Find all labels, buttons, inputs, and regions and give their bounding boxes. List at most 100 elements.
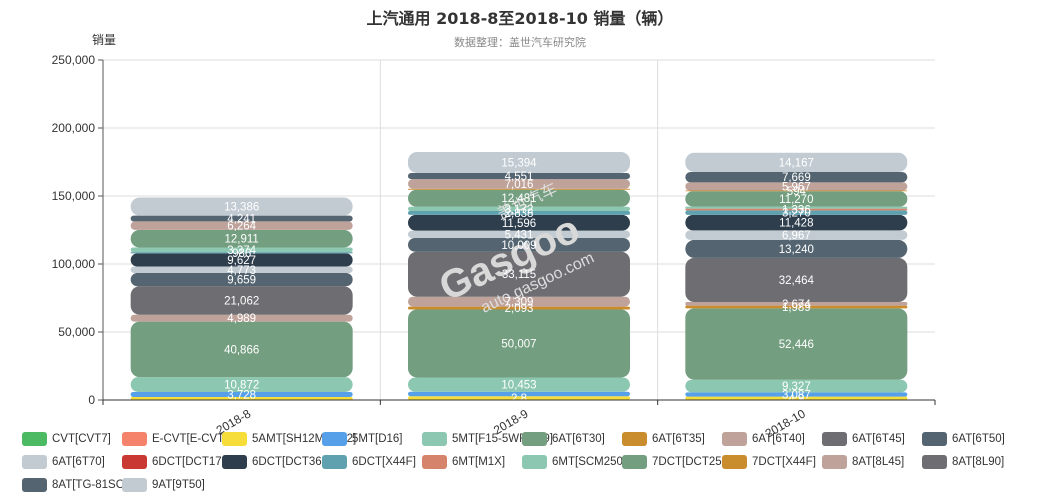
bar-segment[interactable] xyxy=(685,210,908,215)
bar-segment[interactable] xyxy=(408,396,630,400)
bar-segment[interactable] xyxy=(408,189,630,207)
bar-segment[interactable] xyxy=(685,206,908,209)
bar-segment[interactable] xyxy=(130,273,353,287)
bar-segment[interactable] xyxy=(685,379,908,393)
bar-segment[interactable] xyxy=(408,211,630,215)
legend-item[interactable]: E-CVT[E-CVT] xyxy=(122,429,227,449)
bar-segment[interactable] xyxy=(408,377,630,392)
bar-segment[interactable] xyxy=(685,239,908,258)
bar-segment[interactable] xyxy=(130,229,353,248)
data-label: 4,9 xyxy=(788,393,804,405)
legend-swatch xyxy=(722,432,747,446)
bar-segment[interactable] xyxy=(408,172,630,180)
bar-segment[interactable] xyxy=(685,152,908,172)
legend-item[interactable]: 6AT[6T70] xyxy=(22,452,105,472)
bar-segment[interactable] xyxy=(130,286,353,315)
bar-segment[interactable] xyxy=(685,191,908,207)
legend-item[interactable]: 5MT[D16] xyxy=(322,429,403,449)
bar-segment[interactable] xyxy=(408,306,630,310)
legend-label: 7DCT[X44F] xyxy=(752,456,816,468)
legend-item[interactable]: 6AT[6T30] xyxy=(522,429,605,449)
data-label: 7,309 xyxy=(505,297,534,309)
bar-segment[interactable] xyxy=(685,171,908,183)
legend-item[interactable]: 6MT[M1X] xyxy=(422,452,505,472)
legend-label: 5MT[D16] xyxy=(352,433,403,445)
y-tick-label: 0 xyxy=(88,393,95,407)
bar-segment[interactable] xyxy=(685,305,908,309)
bar-segment[interactable] xyxy=(685,308,908,380)
data-label: 6,264 xyxy=(227,221,256,233)
legend-item[interactable]: 6DCT[X44F] xyxy=(322,452,416,472)
bar-segment[interactable] xyxy=(408,214,630,231)
legend-swatch xyxy=(222,455,247,469)
legend-item[interactable]: 6AT[6T45] xyxy=(822,429,905,449)
bar-segment[interactable] xyxy=(685,182,908,191)
bar-segment[interactable] xyxy=(408,238,630,252)
bar-segment[interactable] xyxy=(130,266,353,274)
legend-item[interactable]: CVT[CVT7] xyxy=(22,429,111,449)
y-tick-label: 50,000 xyxy=(58,325,95,339)
data-label: 3,374 xyxy=(227,245,256,257)
data-label: 10,009 xyxy=(501,240,536,252)
data-label: 7,669 xyxy=(782,172,811,184)
data-label: 9,627 xyxy=(227,255,256,267)
y-axis-label: 销量 xyxy=(92,33,116,47)
bar-segment[interactable] xyxy=(408,152,630,173)
legend-swatch xyxy=(22,432,47,446)
bar-segment[interactable] xyxy=(130,247,353,253)
legend-item[interactable]: 8AT[8L90] xyxy=(922,452,1004,472)
bar-segment[interactable] xyxy=(130,321,353,378)
data-label: 14,167 xyxy=(779,157,814,169)
data-label: 2,838 xyxy=(505,208,534,220)
bar-segment[interactable] xyxy=(685,230,908,240)
legend-label: 6AT[6T45] xyxy=(852,433,905,445)
bar-segment[interactable] xyxy=(685,214,908,231)
bar-segment[interactable] xyxy=(408,309,630,378)
bar-segment[interactable] xyxy=(130,397,353,400)
legend-label: 6AT[6T70] xyxy=(52,456,105,468)
legend-label: 6AT[6T50] xyxy=(952,433,1005,445)
data-label: 12,911 xyxy=(225,234,259,246)
legend-item[interactable]: 6MT[SCM250] xyxy=(522,452,626,472)
legend-label: CVT[CVT7] xyxy=(52,433,111,445)
legend-item[interactable]: 6AT[6T40] xyxy=(722,429,805,449)
bar-segment[interactable] xyxy=(130,221,353,230)
bar-segment[interactable] xyxy=(408,251,630,297)
bar-segment[interactable] xyxy=(408,179,630,189)
bar-segment[interactable] xyxy=(685,396,908,400)
bar-segment[interactable] xyxy=(685,190,908,192)
bar-segment[interactable] xyxy=(130,252,353,254)
bar-segment[interactable] xyxy=(685,257,908,303)
bar-segment[interactable] xyxy=(408,188,630,190)
data-label: 52,446 xyxy=(779,339,814,351)
data-label: 4,241 xyxy=(227,214,256,226)
legend: CVT[CVT7] E-CVT[E-CVT] 5AMT[SH12MS5H2] 5MT[… xyxy=(22,429,1040,500)
bar-segment[interactable] xyxy=(130,215,353,222)
bar-segment[interactable] xyxy=(408,206,630,212)
legend-item[interactable]: 6AT[6T50] xyxy=(922,429,1005,449)
legend-item[interactable]: 6DCT[DCT170] xyxy=(122,452,231,472)
bar-segment[interactable] xyxy=(685,392,908,397)
data-label: 4,989 xyxy=(227,313,256,325)
legend-item[interactable]: 8AT[8L45] xyxy=(822,452,904,472)
data-label: 11,270 xyxy=(779,194,813,206)
y-tick-label: 150,000 xyxy=(52,189,96,203)
bar-segment[interactable] xyxy=(130,314,353,322)
legend-item[interactable]: 6AT[6T35] xyxy=(622,429,705,449)
legend-item[interactable]: 9AT[9T50] xyxy=(122,475,205,495)
bar-segment[interactable] xyxy=(408,230,630,239)
bar-segment[interactable] xyxy=(408,296,630,307)
legend-item[interactable]: 7DCT[DCT250] xyxy=(622,452,731,472)
bar-segment[interactable] xyxy=(130,377,353,392)
data-label: 3,087 xyxy=(782,390,811,402)
bar-segment[interactable] xyxy=(130,197,353,216)
bar-segment[interactable] xyxy=(685,208,908,211)
legend-swatch xyxy=(222,432,247,446)
data-label: 15,394 xyxy=(501,158,537,170)
legend-item[interactable]: 8AT[TG-81SC] xyxy=(22,475,127,495)
bar-segment[interactable] xyxy=(408,391,630,397)
bar-segment[interactable] xyxy=(130,391,353,398)
legend-item[interactable]: 7DCT[X44F] xyxy=(722,452,816,472)
bar-segment[interactable] xyxy=(685,302,908,306)
bar-segment[interactable] xyxy=(130,253,353,267)
